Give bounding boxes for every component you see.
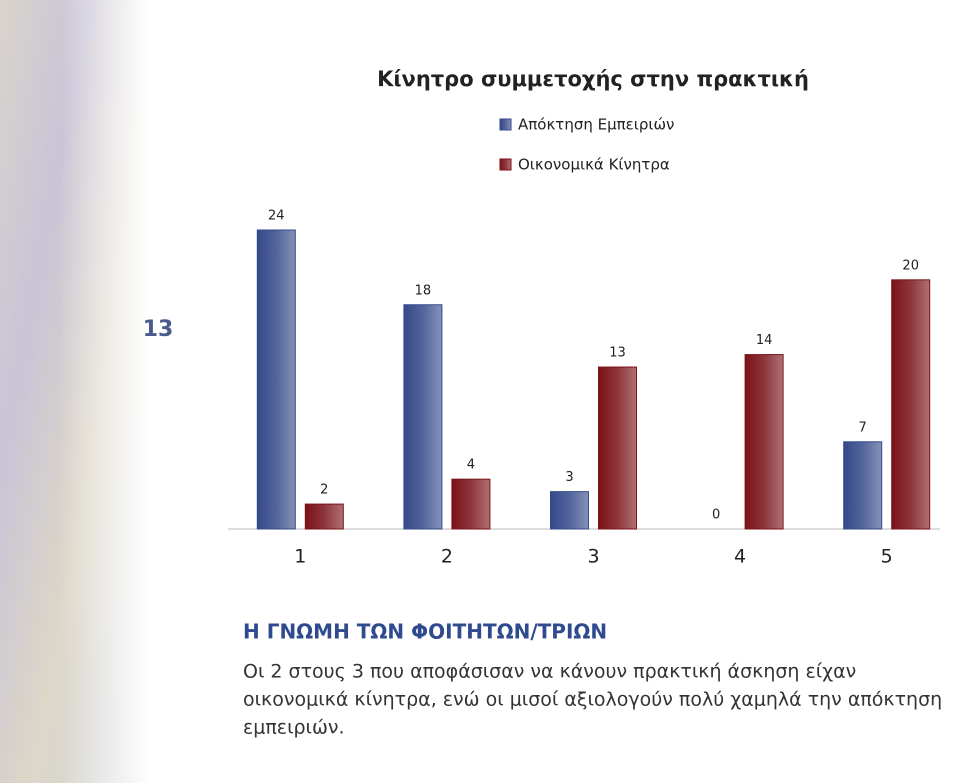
bar [256,229,296,530]
bar [451,478,491,530]
bar [550,491,589,530]
heading: Η ΓΝΩΜΗ ΤΩΝ ΦΟΙΤΗΤΩΝ/ΤΡΙΩΝ [243,620,607,644]
value-label: 24 [268,209,285,224]
value-label: 3 [565,470,573,485]
bar [843,441,883,530]
slide-number: 13 [143,317,174,342]
body-line: οικονομικά κίνητρα, ενώ οι μισοί αξιολογ… [243,689,942,711]
x-tick-label: 3 [587,546,599,568]
x-tick-label: 5 [881,546,893,568]
body-line: εμπειριών. [243,717,345,739]
legend-swatch [499,158,512,171]
bar [598,366,637,530]
value-label: 0 [712,508,720,523]
bar [744,354,784,530]
legend-label: Απόκτηση Εμπειριών [518,116,674,134]
x-tick-label: 2 [441,546,453,568]
value-label: 4 [467,458,475,473]
bar [891,279,931,530]
value-label: 20 [902,258,919,273]
x-tick-label: 4 [734,546,746,568]
value-label: 2 [320,483,328,498]
legend-swatch [499,118,512,131]
chart-title: Κίνητρο συμμετοχής στην πρακτική [377,67,809,91]
decor-fade [60,0,150,783]
body-line: Οι 2 στους 3 που αποφάσισαν να κάνουν πρ… [243,661,856,683]
bar [403,304,443,530]
value-label: 14 [756,333,773,348]
x-tick-label: 1 [294,546,306,568]
value-label: 13 [609,346,626,361]
legend-label: Οικονομικά Κίνητρα [518,156,670,174]
bar [304,503,344,530]
value-label: 7 [859,420,867,435]
value-label: 18 [415,283,432,298]
